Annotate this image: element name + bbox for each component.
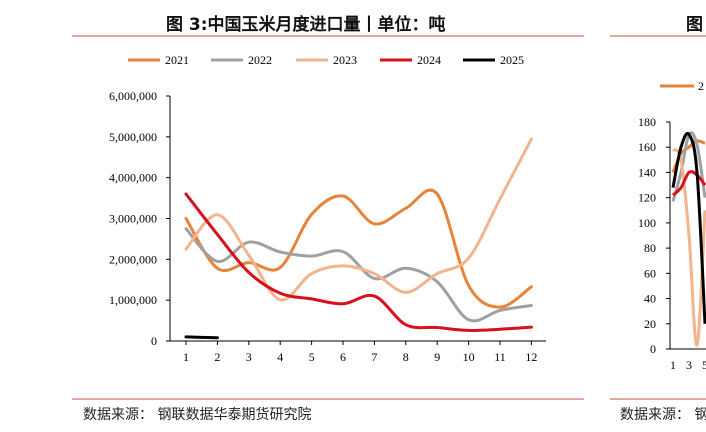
x-tick-label: 11 [494, 350, 506, 364]
right-y-tick-label: 20 [644, 317, 656, 331]
right-y-tick-label: 0 [650, 342, 656, 356]
y-tick-label: 2,000,000 [109, 252, 157, 266]
right-axes: 0 20 40 60 80 100 120 140 160 180 1 3 5 [638, 115, 706, 372]
axes: 0 1,000,000 2,000,000 3,000,000 4,000,000 5,0… [109, 89, 546, 364]
x-tick-label: 7 [371, 350, 377, 364]
import-volume-chart: 2021 2022 2023 2024 2025 0 1,000,000 2,000,000… [109, 53, 546, 364]
legend: 2021 2022 2023 2024 2025 [128, 53, 524, 67]
legend-label-2023: 2023 [333, 53, 357, 67]
right-y-tick-label: 100 [638, 216, 656, 230]
series-line-2021 [184, 188, 533, 309]
y-tick-label: 6,000,000 [109, 89, 157, 103]
series-line-2025 [184, 335, 219, 340]
right-legend-label: 2 [698, 79, 704, 93]
right-series-group [671, 131, 706, 347]
right-data-source-note: 数据来源： 钢 [620, 407, 706, 423]
right-y-tick-label: 160 [638, 140, 656, 154]
y-tick-label: 4,000,000 [109, 171, 157, 185]
right-series-line-2024 [671, 170, 706, 197]
series-group [184, 137, 533, 340]
right-y-tick-label: 180 [638, 115, 656, 129]
legend-label-2024: 2024 [417, 53, 441, 67]
y-tick-label: 3,000,000 [109, 212, 157, 226]
right-series-line-2025 [671, 132, 706, 324]
y-tick-label: 5,000,000 [109, 130, 157, 144]
right-y-tick-label: 140 [638, 165, 656, 179]
x-tick-label: 4 [277, 350, 283, 364]
chart-title: 图 3:中国玉米月度进口量丨单位：吨 [166, 15, 446, 35]
right-title-divider [610, 35, 706, 37]
right-chart: 2 0 20 40 60 80 100 120 140 160 180 1 3 5 [638, 79, 706, 372]
title-divider [72, 35, 584, 37]
right-chart-title: 图 [686, 15, 703, 35]
series-line-2024 [184, 192, 533, 332]
source-divider [72, 398, 584, 400]
series-line-2023 [184, 137, 533, 302]
right-legend: 2 [660, 79, 704, 93]
x-tick-label: 3 [246, 350, 252, 364]
right-x-tick-label: 1 [670, 358, 676, 372]
x-tick-label: 8 [403, 350, 409, 364]
right-source-divider [610, 398, 706, 400]
x-tick-label: 5 [309, 350, 315, 364]
right-y-tick-label: 40 [644, 292, 656, 306]
data-source-note: 数据来源： 钢联数据华泰期货研究院 [83, 407, 312, 423]
x-tick-label: 9 [434, 350, 440, 364]
x-tick-label: 10 [463, 350, 475, 364]
legend-label-2021: 2021 [165, 53, 189, 67]
right-y-tick-label: 60 [644, 266, 656, 280]
right-y-tick-label: 80 [644, 241, 656, 255]
x-tick-label: 1 [183, 350, 189, 364]
x-tick-label: 2 [214, 350, 220, 364]
legend-label-2022: 2022 [248, 53, 272, 67]
right-x-tick-label: 3 [686, 358, 692, 372]
y-tick-label: 0 [151, 334, 157, 348]
x-tick-label: 12 [525, 350, 537, 364]
x-tick-label: 6 [340, 350, 346, 364]
legend-label-2025: 2025 [500, 53, 524, 67]
right-y-tick-label: 120 [638, 191, 656, 205]
right-x-tick-label: 5 [702, 358, 706, 372]
series-line-2022 [184, 227, 533, 323]
y-tick-label: 1,000,000 [109, 293, 157, 307]
